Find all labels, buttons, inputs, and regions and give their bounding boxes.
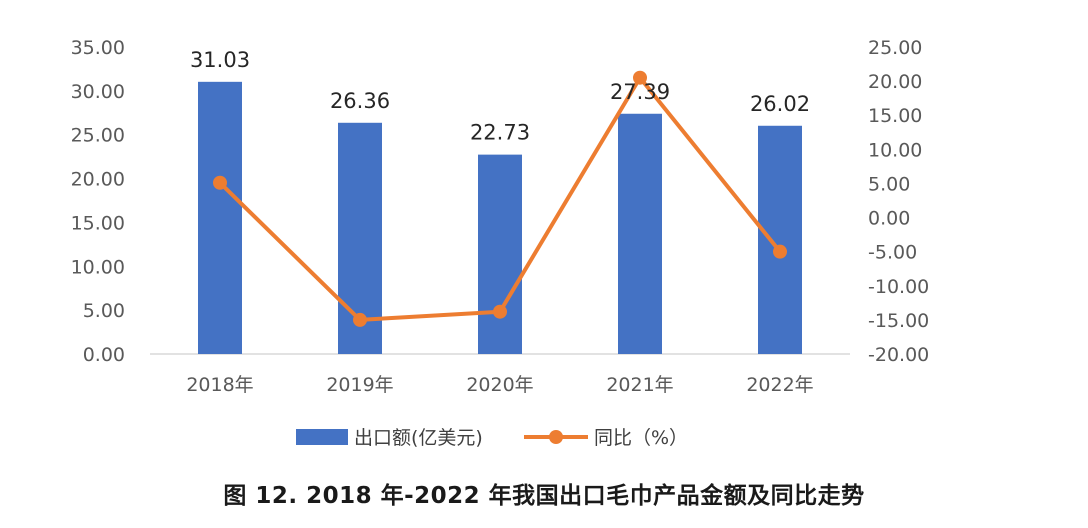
bar-0 xyxy=(198,81,242,354)
x-axis-tick-label: 2019年 xyxy=(326,374,393,396)
yoy-point-3 xyxy=(633,70,647,85)
yoy-point-0 xyxy=(213,175,227,190)
left-axis-tick-label: 35.00 xyxy=(71,37,125,59)
bar-2 xyxy=(478,154,522,354)
bar-value-label: 26.36 xyxy=(330,89,390,113)
right-axis: -20.00 -15.00 -10.00 -5.00 0.00 5.00 10.00 15.0… xyxy=(868,37,929,366)
bar-value-label: 27.39 xyxy=(610,80,670,104)
right-axis-tick-label: 25.00 xyxy=(868,37,922,59)
bar-3 xyxy=(618,113,662,354)
left-axis: 0.00 5.00 10.00 15.00 20.00 25.00 30.00 35.00 xyxy=(71,37,125,366)
right-axis-tick-label: 20.00 xyxy=(868,71,922,93)
x-axis-tick-label: 2020年 xyxy=(466,374,533,396)
bar-data-labels: 31.03 26.36 22.73 27.39 26.02 xyxy=(190,48,810,145)
bar-value-label: 22.73 xyxy=(470,121,530,145)
x-axis-tick-label: 2021年 xyxy=(606,374,673,396)
yoy-point-2 xyxy=(493,304,507,319)
right-axis-tick-label: 15.00 xyxy=(868,105,922,127)
bar-series xyxy=(198,81,802,354)
left-axis-tick-label: 10.00 xyxy=(71,256,125,278)
right-axis-tick-label: 0.00 xyxy=(868,208,910,230)
chart: 0.00 5.00 10.00 15.00 20.00 25.00 30.00 35.00 -… xyxy=(71,37,930,449)
left-axis-tick-label: 30.00 xyxy=(71,81,125,103)
left-axis-tick-label: 20.00 xyxy=(71,169,125,191)
legend-bar-label: 出口额(亿美元) xyxy=(354,427,483,449)
bar-4 xyxy=(758,125,802,354)
bar-value-label: 26.02 xyxy=(750,92,810,116)
yoy-point-1 xyxy=(353,312,367,327)
left-axis-tick-label: 5.00 xyxy=(83,300,125,322)
right-axis-tick-label: -10.00 xyxy=(868,276,929,298)
x-axis-tick-label: 2018年 xyxy=(186,374,253,396)
x-axis: 2018年 2019年 2020年 2021年 2022年 xyxy=(186,374,813,396)
legend-line-marker xyxy=(549,430,563,444)
bar-value-label: 31.03 xyxy=(190,48,250,72)
x-axis-tick-label: 2022年 xyxy=(746,374,813,396)
right-axis-tick-label: 5.00 xyxy=(868,173,910,195)
right-axis-tick-label: -20.00 xyxy=(868,344,929,366)
legend-bar-swatch xyxy=(296,429,348,445)
line-series xyxy=(213,70,787,327)
left-axis-tick-label: 25.00 xyxy=(71,125,125,147)
right-axis-tick-label: 10.00 xyxy=(868,139,922,161)
yoy-point-4 xyxy=(773,244,787,259)
right-axis-tick-label: -5.00 xyxy=(868,242,917,264)
figure-caption: 图 12. 2018 年-2022 年我国出口毛巾产品金额及同比走势 xyxy=(223,483,865,509)
left-axis-tick-label: 15.00 xyxy=(71,212,125,234)
right-axis-tick-label: -15.00 xyxy=(868,310,929,332)
legend: 出口额(亿美元) 同比（%） xyxy=(296,427,688,449)
left-axis-tick-label: 0.00 xyxy=(83,344,125,366)
legend-line-label: 同比（%） xyxy=(594,427,688,449)
